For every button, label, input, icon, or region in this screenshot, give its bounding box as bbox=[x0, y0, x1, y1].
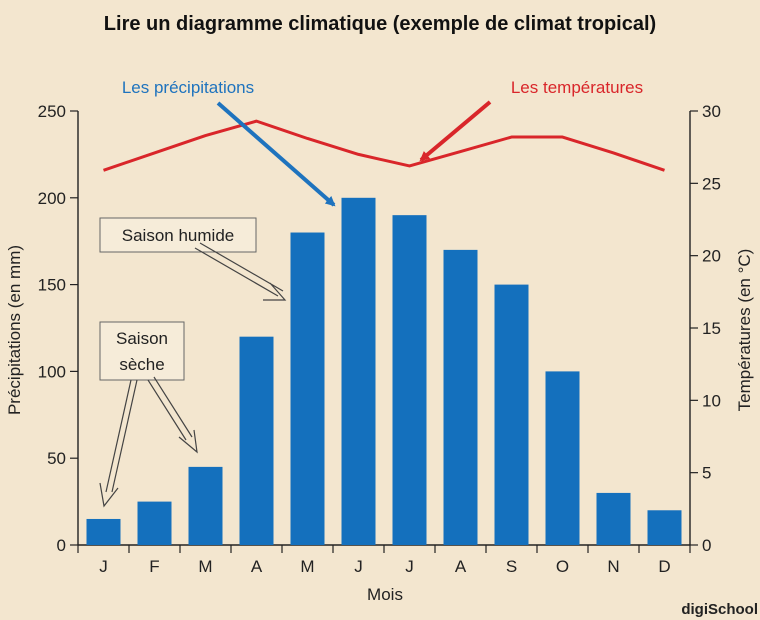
precipitation-bar-0 bbox=[86, 518, 121, 545]
y-left-tick-label: 100 bbox=[38, 362, 66, 381]
x-tick-label: N bbox=[607, 557, 619, 576]
precipitation-bar-2 bbox=[188, 466, 223, 545]
precipitation-bar-1 bbox=[137, 501, 172, 545]
x-tick-label: O bbox=[556, 557, 569, 576]
y-right-tick-label: 30 bbox=[702, 102, 721, 121]
x-tick-label: M bbox=[198, 557, 212, 576]
y-right-tick-label: 0 bbox=[702, 536, 711, 555]
chart-title: Lire un diagramme climatique (exemple de… bbox=[104, 13, 656, 35]
y-left-tick-label: 250 bbox=[38, 102, 66, 121]
precipitation-bars bbox=[86, 197, 682, 546]
precipitation-pointer-arrow bbox=[216, 101, 336, 207]
precipitation-series-label: Les précipitations bbox=[122, 78, 254, 97]
precipitation-bar-10 bbox=[596, 492, 631, 545]
temperature-pointer-arrow bbox=[419, 100, 492, 162]
x-tick-label: J bbox=[354, 557, 363, 576]
y-left-tick-label: 50 bbox=[47, 449, 66, 468]
y-right-tick-labels: 0 5 10 15 20 25 30 bbox=[690, 102, 721, 555]
precipitation-bar-7 bbox=[443, 249, 478, 545]
x-tick-label: F bbox=[149, 557, 159, 576]
x-tick-label: S bbox=[506, 557, 517, 576]
wet-season-callout: Saison humide bbox=[99, 217, 287, 301]
x-tick-label: J bbox=[405, 557, 414, 576]
dry-season-callout: Saison sèche bbox=[99, 321, 198, 508]
y-right-tick-label: 20 bbox=[702, 247, 721, 266]
y-left-axis-label: Précipitations (en mm) bbox=[5, 245, 24, 415]
dry-season-text-line1: Saison bbox=[116, 329, 168, 348]
precipitation-bar-4 bbox=[290, 232, 325, 545]
wet-season-arrow bbox=[194, 242, 287, 301]
dry-season-box bbox=[99, 321, 185, 381]
temperature-line bbox=[103, 119, 665, 172]
dry-season-text-line2: sèche bbox=[119, 355, 164, 374]
precipitation-bar-9 bbox=[545, 371, 580, 545]
digischool-logo: digiSchool bbox=[681, 601, 758, 618]
x-tick-label: A bbox=[251, 557, 263, 576]
temperature-line-group bbox=[103, 119, 665, 172]
x-tick-label: J bbox=[99, 557, 108, 576]
dry-season-arrow-right bbox=[147, 376, 198, 454]
y-right-tick-label: 25 bbox=[702, 174, 721, 193]
y-right-axis-label: Températures (en °C) bbox=[735, 249, 754, 412]
x-tick-label: D bbox=[658, 557, 670, 576]
precipitation-bar-5 bbox=[341, 197, 376, 546]
y-left-tick-label: 150 bbox=[38, 276, 66, 295]
y-right-tick-label: 5 bbox=[702, 464, 711, 483]
x-tick-label: A bbox=[455, 557, 467, 576]
wet-season-box bbox=[99, 217, 257, 253]
y-left-tick-labels: 0 50 100 150 200 250 bbox=[38, 102, 78, 555]
x-tick-label: M bbox=[300, 557, 314, 576]
wet-season-text: Saison humide bbox=[122, 226, 234, 245]
precipitation-bar-3 bbox=[239, 336, 274, 545]
y-left-tick-label: 0 bbox=[57, 536, 66, 555]
y-left-tick-label: 200 bbox=[38, 189, 66, 208]
precipitation-bar-8 bbox=[494, 284, 529, 545]
precipitation-bar-11 bbox=[647, 510, 682, 545]
y-right-tick-label: 15 bbox=[702, 319, 721, 338]
temperature-series-label: Les températures bbox=[511, 78, 643, 97]
x-axis-label: Mois bbox=[367, 585, 403, 604]
y-right-tick-label: 10 bbox=[702, 391, 721, 410]
precipitation-bar-6 bbox=[392, 215, 427, 545]
dry-season-arrow-left bbox=[99, 379, 138, 508]
